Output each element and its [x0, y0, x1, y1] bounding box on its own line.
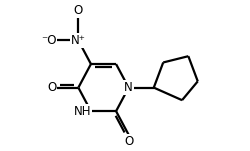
Text: NH: NH — [73, 105, 90, 118]
Text: ⁻O: ⁻O — [41, 34, 56, 47]
Text: O: O — [124, 135, 133, 148]
Text: N: N — [124, 81, 132, 94]
Text: O: O — [47, 81, 56, 94]
Text: N⁺: N⁺ — [71, 34, 86, 47]
Text: O: O — [74, 4, 83, 17]
